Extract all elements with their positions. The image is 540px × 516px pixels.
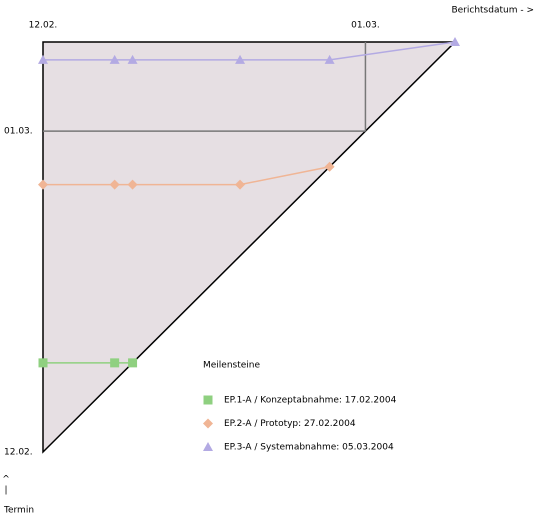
legend-marker (203, 395, 213, 405)
point (127, 179, 138, 190)
point (324, 161, 335, 172)
legend-label: EP.2-A / Prototyp: 27.02.2004 (224, 419, 356, 429)
x-tick-label: 12.02. (29, 21, 58, 31)
point (128, 358, 138, 368)
y-tick-label: 12.02. (4, 448, 33, 458)
point (109, 54, 120, 64)
plot-area (42, 41, 457, 454)
series-line (43, 41, 456, 61)
y-arrow-shaft: | (4, 486, 7, 496)
point (450, 37, 460, 46)
y-tick-label: 01.03. (4, 127, 33, 137)
point (109, 179, 120, 190)
y-arrow-head: ^ (2, 475, 10, 485)
point (127, 54, 138, 64)
legend-label: EP.1-A / Konzeptabnahme: 17.02.2004 (224, 396, 397, 406)
y-axis-label: Termin (3, 506, 34, 516)
point (38, 179, 48, 190)
point (235, 54, 246, 64)
point (324, 54, 335, 64)
point (110, 358, 120, 368)
point (38, 54, 48, 64)
point (235, 179, 246, 190)
point (38, 358, 48, 368)
legend-marker (203, 442, 213, 451)
legend-label: EP.3-A / Systemabnahme: 05.03.2004 (224, 443, 394, 453)
legend-title: Meilensteine (203, 361, 261, 371)
legend-marker (203, 418, 213, 429)
x-tick-label: 01.03. (351, 21, 380, 31)
x-axis-label: Berichtsdatum - > (451, 6, 534, 16)
